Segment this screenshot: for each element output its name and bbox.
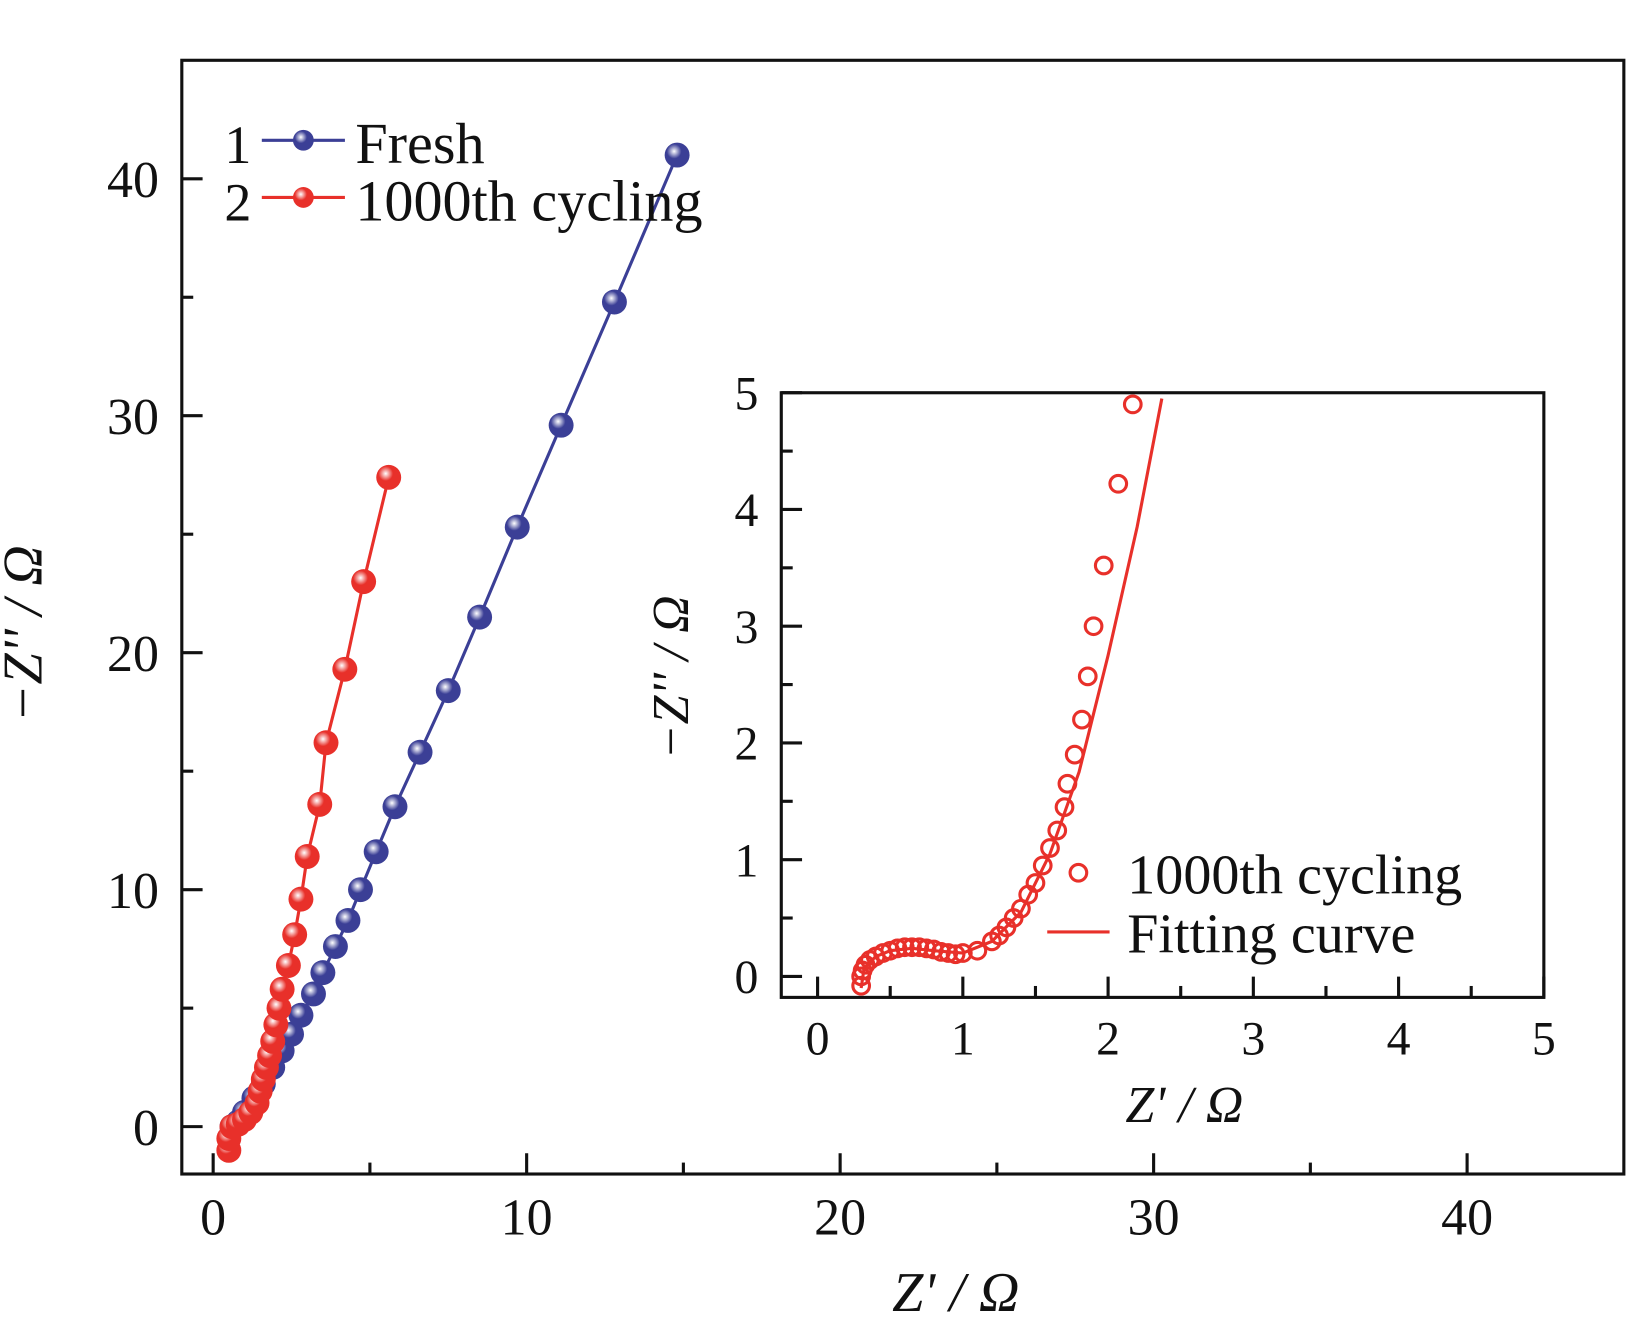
data-point xyxy=(902,937,922,958)
data-point xyxy=(322,934,348,959)
data-point xyxy=(1093,555,1114,576)
data-point xyxy=(407,739,433,765)
y-tick-label: 1 xyxy=(735,834,759,887)
x-tick-label: 20 xyxy=(814,1189,866,1246)
x-axis-label: Z' / Ω xyxy=(1125,1077,1243,1134)
y-tick-label: 5 xyxy=(735,367,759,420)
data-point xyxy=(282,922,308,948)
data-point xyxy=(1108,473,1129,494)
data-point xyxy=(435,678,461,704)
x-tick-label: 0 xyxy=(200,1189,226,1246)
data-point xyxy=(1072,709,1092,730)
data-point xyxy=(376,464,402,490)
data-point xyxy=(1040,838,1060,858)
data-point xyxy=(275,953,301,978)
legend-marker xyxy=(1068,862,1089,883)
y-tick-label: 10 xyxy=(107,863,159,920)
y-tick-label: 4 xyxy=(735,484,759,537)
data-point xyxy=(548,412,574,438)
data-point xyxy=(601,289,627,315)
data-point xyxy=(266,995,292,1021)
data-point xyxy=(909,937,930,958)
x-tick-label: 0 xyxy=(806,1013,830,1066)
data-point xyxy=(967,940,988,961)
data-point xyxy=(288,886,314,912)
y-tick-label: 3 xyxy=(735,601,759,654)
data-point xyxy=(931,942,951,962)
data-point xyxy=(1057,773,1078,794)
data-point xyxy=(382,794,408,820)
data-point xyxy=(1047,820,1068,841)
legend-label: 1000th cycling xyxy=(355,168,702,233)
data-point xyxy=(351,569,377,595)
data-point xyxy=(467,604,493,630)
legend-marker xyxy=(292,129,314,151)
data-point xyxy=(307,791,333,817)
x-axis-label: Z' / Ω xyxy=(892,1262,1019,1324)
y-tick-label: 2 xyxy=(735,718,759,771)
data-point xyxy=(1077,666,1098,687)
data-point xyxy=(1122,394,1143,415)
x-tick-label: 40 xyxy=(1441,1189,1493,1246)
x-tick-label: 1 xyxy=(951,1013,975,1066)
legend-marker xyxy=(292,187,314,208)
y-tick-label: 0 xyxy=(735,951,759,1004)
data-point xyxy=(1064,744,1085,765)
legend-label: 1000th cycling xyxy=(1127,845,1462,907)
y-tick-label: 0 xyxy=(133,1100,159,1157)
data-point xyxy=(1083,616,1104,637)
x-tick-label: 5 xyxy=(1532,1013,1556,1066)
data-point xyxy=(952,943,973,963)
data-point xyxy=(332,656,358,682)
data-point xyxy=(313,730,339,756)
data-point xyxy=(301,981,326,1007)
y-tick-label: 40 xyxy=(107,152,159,209)
data-point xyxy=(887,938,908,959)
x-tick-label: 10 xyxy=(501,1189,553,1246)
data-point xyxy=(348,877,373,903)
y-axis-label: −Z'' / Ω xyxy=(643,595,700,759)
legend-number: 2 xyxy=(224,172,251,232)
data-point xyxy=(664,142,690,168)
data-point xyxy=(269,976,295,1002)
data-point xyxy=(1054,797,1075,818)
y-tick-label: 20 xyxy=(107,626,159,683)
legend-label: Fresh xyxy=(355,111,484,176)
data-point xyxy=(938,943,959,963)
x-tick-label: 3 xyxy=(1241,1013,1265,1066)
x-tick-label: 2 xyxy=(1096,1013,1120,1066)
data-point xyxy=(310,960,336,986)
data-point xyxy=(894,937,915,958)
data-point xyxy=(294,844,320,869)
plot-area xyxy=(779,391,1546,999)
data-point xyxy=(1032,855,1053,876)
data-point xyxy=(335,907,361,933)
data-point xyxy=(945,944,966,965)
data-point xyxy=(363,839,389,865)
x-tick-label: 30 xyxy=(1128,1189,1180,1246)
data-point xyxy=(504,514,530,540)
data-point xyxy=(288,1002,314,1028)
y-tick-label: 30 xyxy=(107,389,159,446)
legend-number: 1 xyxy=(224,115,251,175)
y-axis-label: −Z'' / Ω xyxy=(0,545,55,722)
x-tick-label: 4 xyxy=(1387,1013,1411,1066)
data-point xyxy=(1025,873,1046,893)
legend-label: Fitting curve xyxy=(1127,904,1415,966)
